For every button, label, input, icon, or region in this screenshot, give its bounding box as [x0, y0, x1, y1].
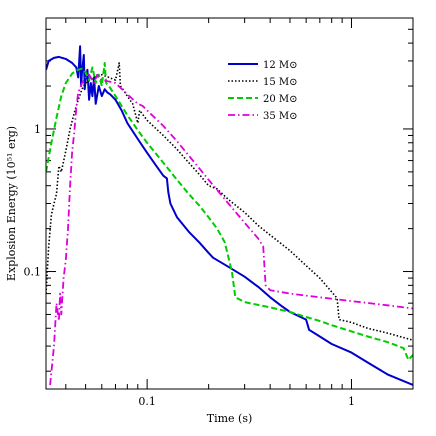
- legend-label-1: 15 M⊙: [263, 77, 298, 88]
- legend-label-0: 12 M⊙: [263, 60, 298, 71]
- plot-frame: [45, 17, 414, 390]
- x-tick-label: 0.1: [138, 395, 156, 408]
- y-tick-label: 0.1: [24, 266, 42, 279]
- series-line-2: [46, 62, 413, 361]
- series-line-0: [46, 45, 413, 386]
- y-tick-label: 1: [34, 123, 41, 136]
- axis-ticks: [46, 17, 414, 389]
- x-tick-label: 1: [348, 395, 355, 408]
- x-axis-label: Time (s): [207, 412, 253, 425]
- y-axis-label: Explosion Energy (10⁵¹ erg): [5, 126, 18, 281]
- series-line-3: [49, 73, 413, 386]
- legend-label-2: 20 M⊙: [263, 94, 298, 105]
- series-line-1: [46, 62, 413, 341]
- legend: 12 M⊙ 15 M⊙ 20 M⊙ 35 M⊙: [228, 60, 298, 122]
- series-group: [46, 45, 413, 386]
- tick-labels: 0.1 1 0.1 1: [24, 123, 355, 408]
- legend-label-3: 35 M⊙: [263, 111, 298, 122]
